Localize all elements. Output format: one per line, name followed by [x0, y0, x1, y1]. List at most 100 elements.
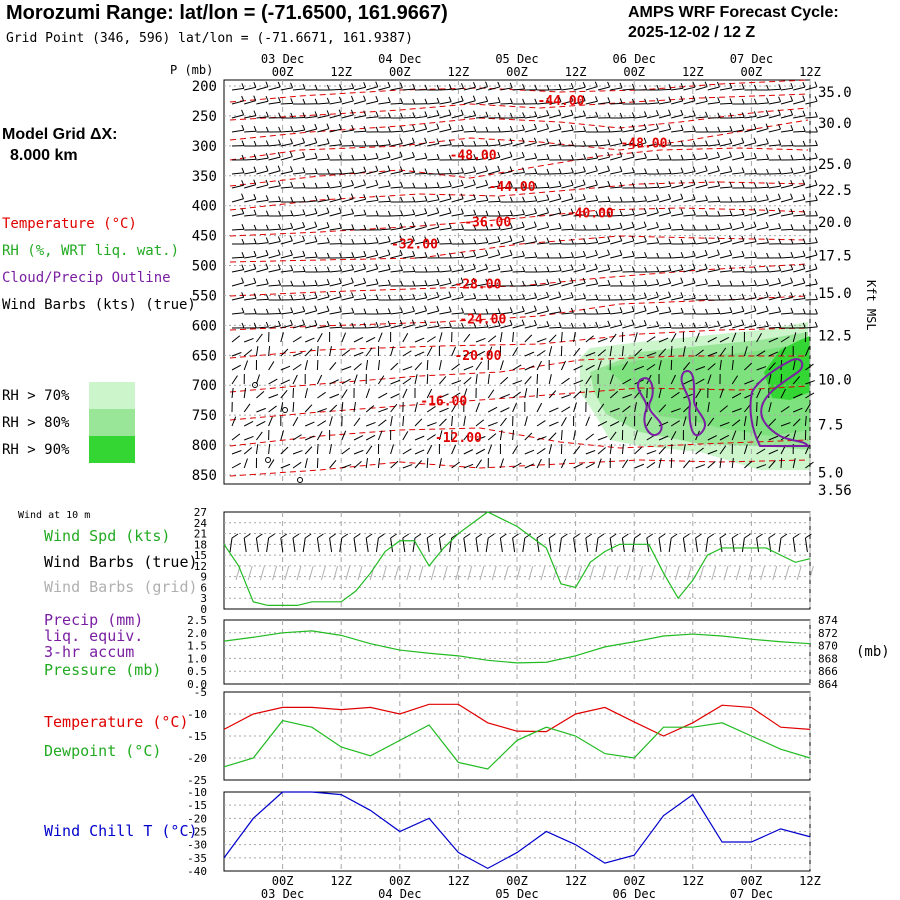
wind-barb-flag [485, 111, 489, 117]
wind-barb-flag [399, 166, 403, 172]
wind-barb [597, 420, 608, 427]
wind-barb [292, 171, 305, 175]
wind-barb [316, 345, 319, 357]
wind-barb-flag [424, 266, 428, 273]
wind-barb-flag [351, 167, 355, 173]
wind-barb-flag [497, 196, 501, 202]
wind-barb [366, 116, 379, 119]
wind-barb-flag [546, 97, 550, 104]
wind-barb-flag [241, 140, 245, 146]
wind-barb [732, 142, 744, 147]
pressure-tick-label: 350 [192, 169, 217, 185]
grid-wind-barb [723, 565, 729, 581]
wind-barb [719, 388, 724, 399]
wind-barb-flag [436, 138, 440, 144]
wind-barb [475, 100, 488, 105]
wind-barb [658, 458, 662, 469]
wind-barb-flag [546, 110, 550, 116]
wind-barb [512, 129, 525, 133]
height-tick-label: 20.0 [818, 215, 852, 231]
wind-barb [695, 184, 708, 189]
wind-barb [646, 102, 659, 105]
wind-barb [780, 228, 794, 231]
wind-barb [268, 254, 281, 259]
wind-barb [768, 351, 779, 357]
wind-barb [634, 226, 647, 231]
wind-barb [561, 228, 574, 231]
wind-barb [719, 156, 732, 161]
wind-barb [402, 156, 415, 161]
wind-barb-flag [241, 238, 245, 245]
wind-barb [255, 333, 263, 343]
wind-barb-flag [546, 182, 550, 188]
surface-wind-barb [365, 537, 369, 553]
wind-barb-flag [570, 83, 574, 89]
wind-barb-flag [326, 207, 330, 213]
wind-barb [316, 333, 323, 343]
wind-barb-flag [546, 237, 550, 243]
wind-barb-flag [705, 210, 709, 216]
wind-barb [524, 388, 528, 399]
wind-barb [670, 374, 676, 385]
surface-wind-barb [353, 537, 357, 553]
wind-barb [451, 228, 464, 231]
wind-barb [743, 416, 747, 427]
wind-barb-flag [534, 152, 538, 159]
wind-barb-flag [436, 84, 440, 91]
wind-barb-flag [680, 224, 684, 230]
wind-barb-flag [387, 279, 391, 286]
wind-barb [244, 268, 256, 273]
wind-barb-flag [278, 210, 282, 217]
wind-barb-flag [790, 154, 794, 161]
wind-barb [536, 102, 549, 105]
wind-barb [487, 444, 493, 455]
wind-barb [451, 403, 458, 413]
wind-barb [683, 130, 696, 133]
wind-barb-flag [656, 182, 660, 188]
wind-barb-flag [375, 294, 379, 300]
wind-barb-flag [412, 98, 416, 105]
wind-barb [671, 228, 684, 231]
wind-barb-flag [485, 308, 489, 315]
wind-barb-flag [607, 196, 611, 202]
wind-barb [475, 116, 488, 119]
wind-barb [231, 450, 242, 455]
wind-barb [487, 406, 498, 413]
wind-barb [329, 379, 339, 385]
wind-barb [622, 394, 632, 399]
wind-barb [317, 408, 327, 413]
wind-barb-flag [729, 151, 732, 157]
wind-barb [585, 462, 595, 469]
wind-barb-flag [436, 194, 440, 200]
wind-barb [805, 254, 818, 259]
grid-wind-barb [442, 565, 448, 581]
wind-barb-flag [387, 196, 391, 202]
wind-barb [719, 434, 730, 441]
wind-barb-flag [619, 112, 623, 119]
wind-barb [805, 461, 814, 469]
wind-barb-flag [802, 126, 806, 132]
wind-barb-flag [424, 236, 428, 242]
wind-barb [585, 375, 592, 385]
wind-barb [634, 212, 647, 217]
wind-barb-flag [448, 181, 452, 187]
y-tick-label: -30 [187, 839, 207, 852]
wind-barb [329, 404, 338, 413]
wind-barb [732, 240, 744, 245]
grid-wind-barb [467, 565, 473, 581]
wind-barb [549, 88, 562, 91]
wind-barb-flag [741, 137, 745, 143]
wind-barb [658, 198, 671, 203]
wind-barb-flag [338, 278, 342, 284]
wind-barb-flag [411, 319, 415, 325]
wind-barb-flag [497, 165, 501, 171]
grid-wind-barb [247, 565, 253, 581]
wind-barb [610, 87, 623, 91]
height-tick-label: 10.0 [818, 372, 852, 388]
wind-barb [427, 310, 439, 315]
wind-barb [244, 435, 254, 441]
wind-barb [585, 335, 594, 343]
wind-barb-flag [497, 249, 501, 255]
wind-barb [402, 377, 412, 385]
wind-barb [390, 393, 400, 399]
